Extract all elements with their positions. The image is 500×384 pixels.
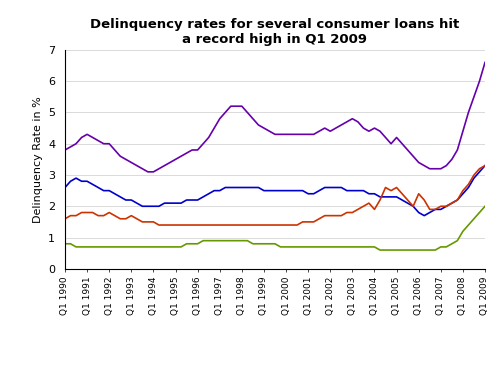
Title: Delinquency rates for several consumer loans hit
a record high in Q1 2009: Delinquency rates for several consumer l… <box>90 18 460 46</box>
Indirect Auto Loan <box>234 185 239 190</box>
Line: HELOC: HELOC <box>65 206 485 250</box>
Credit Card <box>239 104 245 109</box>
HELOC <box>294 245 300 249</box>
Indirect Auto Loan <box>421 214 427 218</box>
Indirect Auto Loan <box>294 188 300 193</box>
Indirect Auto Loan <box>145 204 151 209</box>
HELOC <box>206 238 212 243</box>
Home Equity Loan <box>156 223 162 227</box>
Credit Card <box>211 126 217 131</box>
Indirect Auto Loan <box>482 163 488 168</box>
Home Equity Loan <box>250 223 256 227</box>
Indirect Auto Loan <box>62 185 68 190</box>
Home Equity Loan <box>482 163 488 168</box>
Indirect Auto Loan <box>200 195 206 199</box>
Credit Card <box>300 132 306 137</box>
Indirect Auto Loan <box>206 192 212 196</box>
Credit Card <box>206 135 212 140</box>
Home Equity Loan <box>145 220 151 224</box>
Home Equity Loan <box>211 223 217 227</box>
HELOC <box>377 248 383 252</box>
Credit Card <box>62 148 68 152</box>
Y-axis label: Delinquency Rate in %: Delinquency Rate in % <box>32 96 42 223</box>
HELOC <box>62 242 68 246</box>
Home Equity Loan <box>206 223 212 227</box>
Credit Card <box>150 170 156 174</box>
HELOC <box>234 238 239 243</box>
Indirect Auto Loan <box>244 185 250 190</box>
Credit Card <box>145 170 151 174</box>
Line: Home Equity Loan: Home Equity Loan <box>65 166 485 225</box>
Home Equity Loan <box>300 220 306 224</box>
Line: Indirect Auto Loan: Indirect Auto Loan <box>65 166 485 216</box>
HELOC <box>145 245 151 249</box>
Line: Credit Card: Credit Card <box>65 63 485 172</box>
HELOC <box>200 238 206 243</box>
HELOC <box>244 238 250 243</box>
Home Equity Loan <box>239 223 245 227</box>
Credit Card <box>250 116 256 121</box>
HELOC <box>482 204 488 209</box>
Home Equity Loan <box>62 217 68 221</box>
Credit Card <box>482 60 488 65</box>
